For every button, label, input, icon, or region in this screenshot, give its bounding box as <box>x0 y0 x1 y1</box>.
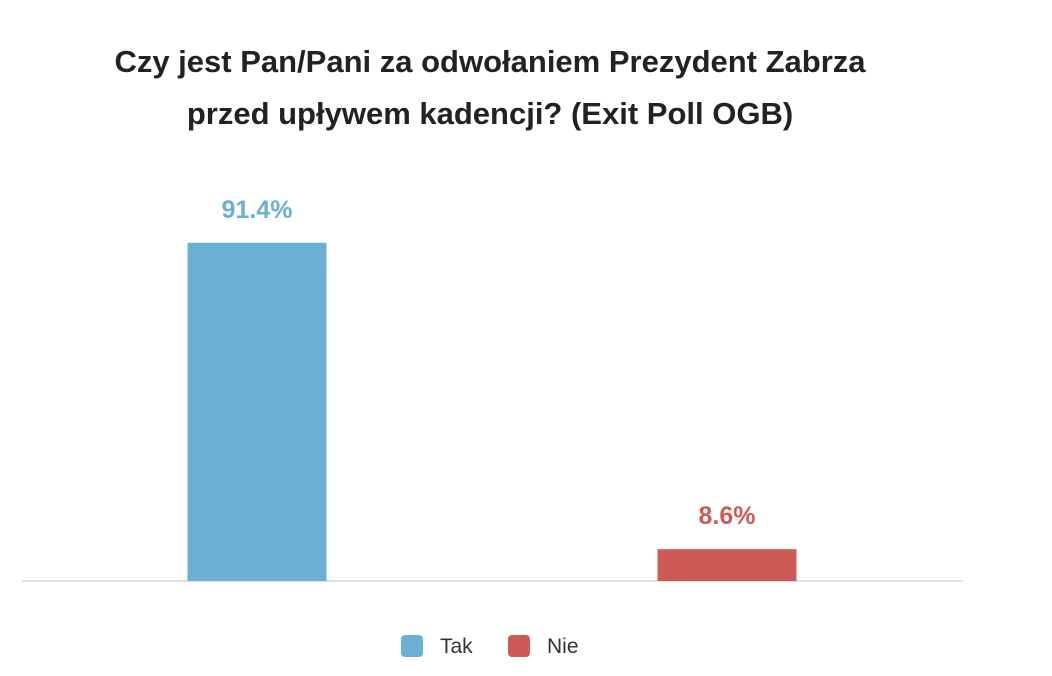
legend-label-tak: Tak <box>440 635 473 658</box>
legend-label-nie: Nie <box>547 635 579 658</box>
bar-tak <box>187 242 327 581</box>
legend-swatch-tak <box>401 635 423 657</box>
legend: Tak Nie <box>401 635 579 658</box>
chart-title-line-1: Czy jest Pan/Pani za odwołaniem Prezyden… <box>114 44 866 79</box>
bars-group: 91.4% 8.6% <box>187 196 797 581</box>
value-label-tak: 91.4% <box>222 196 293 224</box>
chart-title-line-2: przed upływem kadencji? (Exit Poll OGB) <box>186 96 794 131</box>
bar-nie <box>657 549 797 581</box>
value-label-nie: 8.6% <box>699 502 756 530</box>
chart-title: Czy jest Pan/Pani za odwołaniem Prezyden… <box>0 36 980 140</box>
legend-swatch-nie <box>508 635 530 657</box>
